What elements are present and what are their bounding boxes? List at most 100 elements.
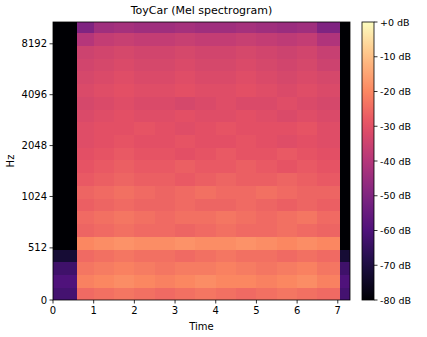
cell — [195, 109, 216, 122]
cell — [114, 249, 135, 262]
cell — [155, 198, 176, 211]
cell — [94, 96, 115, 109]
cell — [216, 287, 237, 300]
cell — [297, 122, 318, 135]
cell — [277, 122, 298, 135]
cell — [277, 84, 298, 97]
cell — [340, 135, 350, 148]
cell — [114, 198, 135, 211]
cell — [175, 236, 196, 249]
cell — [297, 211, 318, 224]
cell — [155, 109, 176, 122]
cell — [195, 135, 216, 148]
cell — [256, 249, 277, 262]
colorbar-tick — [374, 300, 378, 301]
cell — [277, 262, 298, 275]
cell — [155, 71, 176, 84]
cell — [297, 198, 318, 211]
x-tick-label: 1 — [90, 305, 96, 316]
colorbar-tick — [374, 22, 378, 23]
cell — [297, 160, 318, 173]
cell — [53, 160, 77, 173]
cell — [155, 211, 176, 224]
x-tick-label: 5 — [253, 305, 259, 316]
cell — [236, 58, 257, 71]
cell — [53, 147, 77, 160]
cell — [134, 84, 155, 97]
y-tick-label: 4096 — [22, 89, 47, 100]
cell — [277, 96, 298, 109]
cell — [53, 33, 77, 46]
cell — [134, 22, 155, 33]
x-tick — [215, 300, 216, 304]
y-tick-label: 2048 — [22, 140, 47, 151]
colorbar-tick-label: -70 dB — [380, 260, 411, 271]
cell — [256, 122, 277, 135]
cell — [53, 224, 77, 237]
cell — [236, 71, 257, 84]
cell — [175, 84, 196, 97]
cell — [236, 198, 257, 211]
cell — [277, 22, 298, 33]
cell — [236, 224, 257, 237]
cell — [216, 147, 237, 160]
cell — [195, 58, 216, 71]
cell — [256, 84, 277, 97]
cell — [175, 122, 196, 135]
cell — [53, 84, 77, 97]
cell — [134, 198, 155, 211]
cell — [195, 236, 216, 249]
cell — [277, 58, 298, 71]
cell — [277, 275, 298, 288]
cell — [134, 173, 155, 186]
cell — [94, 236, 115, 249]
heatmap-cells — [53, 22, 350, 300]
x-tick — [134, 300, 135, 304]
cell — [317, 22, 340, 33]
cell — [195, 71, 216, 84]
title: ToyCar (Mel spectrogram) — [130, 4, 273, 17]
cell — [53, 58, 77, 71]
cell — [195, 198, 216, 211]
cell — [297, 96, 318, 109]
cell — [155, 173, 176, 186]
cell — [134, 46, 155, 59]
cell — [216, 84, 237, 97]
x-tick — [337, 300, 338, 304]
cell — [175, 224, 196, 237]
cell — [53, 109, 77, 122]
x-tick — [256, 300, 257, 304]
cell — [195, 160, 216, 173]
cell — [256, 71, 277, 84]
cell — [277, 160, 298, 173]
cell — [77, 186, 94, 199]
cell — [94, 84, 115, 97]
cell — [77, 236, 94, 249]
colorbar-tick-label: -50 dB — [380, 190, 411, 201]
cell — [277, 211, 298, 224]
cell — [317, 33, 340, 46]
x-tick-label: 0 — [50, 305, 56, 316]
cell — [114, 160, 135, 173]
cell — [114, 186, 135, 199]
colorbar-tick-label: -40 dB — [380, 156, 411, 167]
cell — [317, 173, 340, 186]
cell — [256, 46, 277, 59]
cell — [155, 96, 176, 109]
cell — [297, 236, 318, 249]
cell — [155, 236, 176, 249]
cell — [134, 224, 155, 237]
colorbar-tick — [374, 126, 378, 127]
cell — [114, 275, 135, 288]
cell — [77, 135, 94, 148]
cell — [236, 160, 257, 173]
cell — [256, 160, 277, 173]
cell — [317, 135, 340, 148]
cell — [94, 287, 115, 300]
cell — [277, 236, 298, 249]
cell — [297, 249, 318, 262]
cell — [175, 160, 196, 173]
cell — [94, 147, 115, 160]
cell — [77, 262, 94, 275]
cell — [94, 186, 115, 199]
